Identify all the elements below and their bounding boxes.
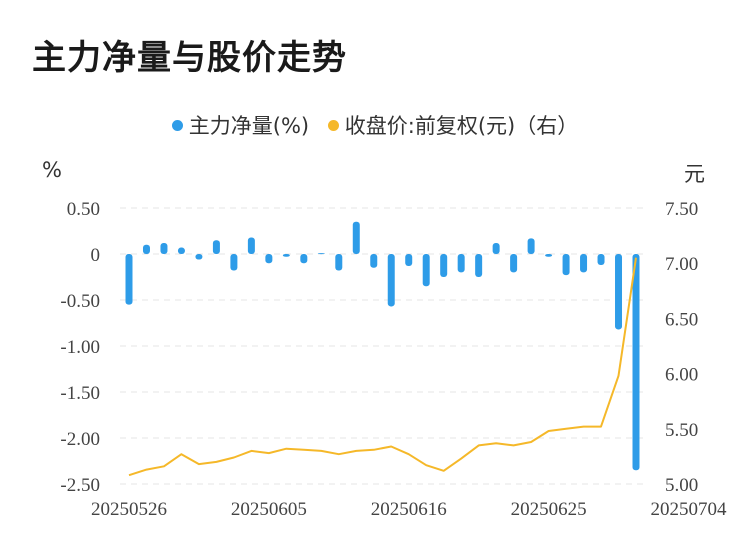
- x-tick-label: 20250704: [650, 499, 727, 520]
- bar: [160, 242, 168, 254]
- bar: [177, 247, 185, 254]
- bar: [475, 254, 483, 277]
- left-tick-label: -1.00: [60, 337, 100, 358]
- bar: [457, 254, 465, 273]
- left-tick-label: -1.50: [60, 383, 100, 404]
- chart-title: 主力净量与股价走势: [32, 38, 347, 78]
- x-tick-label: 20250625: [511, 499, 587, 520]
- bar: [632, 254, 640, 471]
- legend: 主力净量(%) 收盘价:前复权(元)（右）: [0, 110, 750, 140]
- bar: [545, 254, 553, 257]
- bar: [282, 254, 290, 257]
- bar: [580, 254, 588, 273]
- right-tick-label: 6.50: [665, 309, 698, 330]
- bar: [422, 254, 430, 287]
- bar: [300, 254, 308, 264]
- left-tick-label: 0.50: [67, 199, 100, 220]
- legend-dot-close-price: [327, 119, 339, 131]
- bar: [597, 254, 605, 266]
- bar: [492, 242, 500, 254]
- bar: [387, 254, 395, 307]
- x-tick-label: 20250605: [231, 499, 307, 520]
- right-tick-label: 7.50: [665, 199, 698, 220]
- bar: [527, 238, 535, 254]
- close-price-line: [128, 257, 637, 477]
- legend-label-close-price: 收盘价:前复权(元)（右）: [344, 114, 579, 138]
- bar: [615, 254, 623, 330]
- bar: [230, 254, 238, 271]
- bar: [370, 254, 378, 268]
- x-tick-label: 20250616: [371, 499, 447, 520]
- legend-label-net-volume: 主力净量(%): [188, 114, 310, 138]
- bar: [212, 240, 220, 254]
- legend-dot-net-volume: [171, 119, 183, 131]
- right-tick-label: 5.50: [665, 420, 698, 441]
- bar: [142, 244, 150, 254]
- right-tick-label: 5.00: [665, 475, 698, 496]
- left-tick-label: -0.50: [60, 291, 100, 312]
- x-tick-label: 20250526: [91, 499, 167, 520]
- bar: [317, 253, 325, 255]
- right-tick-label: 6.00: [665, 365, 698, 386]
- bar: [405, 254, 413, 266]
- left-tick-label: 0: [91, 245, 101, 266]
- bar: [335, 254, 343, 271]
- bar: [562, 254, 570, 276]
- bar: [247, 237, 255, 254]
- bar: [125, 254, 133, 305]
- bar: [510, 254, 518, 273]
- bar: [195, 254, 203, 260]
- legend-item-net-volume[interactable]: 主力净量(%): [171, 110, 310, 140]
- bar: [352, 221, 360, 254]
- right-axis-unit: 元: [684, 162, 705, 186]
- bar: [440, 254, 448, 277]
- left-tick-label: -2.50: [60, 475, 100, 496]
- left-axis-unit: %: [42, 158, 62, 182]
- left-tick-label: -2.00: [60, 429, 100, 450]
- bar: [265, 254, 273, 264]
- legend-item-close-price[interactable]: 收盘价:前复权(元)（右）: [327, 110, 579, 140]
- right-tick-label: 7.00: [665, 254, 698, 275]
